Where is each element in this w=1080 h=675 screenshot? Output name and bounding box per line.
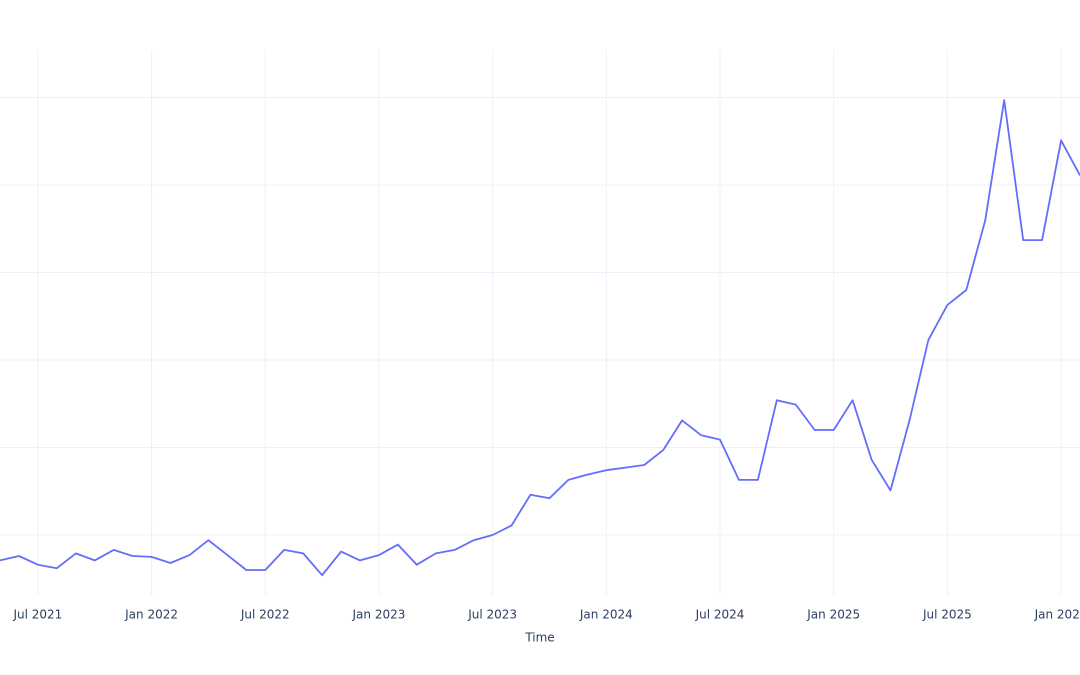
x-tick-label: Jan 2024 <box>579 608 633 622</box>
x-tick-label: Jan 2022 <box>124 608 178 622</box>
x-tick-label: Jan 2025 <box>806 608 860 622</box>
x-tick-label: Jul 2024 <box>695 608 745 622</box>
x-tick-label: Jan 2023 <box>352 608 406 622</box>
x-tick-label: Jan 2026 <box>1034 608 1080 622</box>
line <box>0 99 1080 577</box>
x-tick-label: Jul 2023 <box>467 608 517 622</box>
x-axis-title: Time <box>524 631 554 645</box>
x-tick-label: Jul 2025 <box>922 608 972 622</box>
x-tick-label: Jul 2022 <box>240 608 290 622</box>
x-tick-label: Jul 2021 <box>12 608 62 622</box>
